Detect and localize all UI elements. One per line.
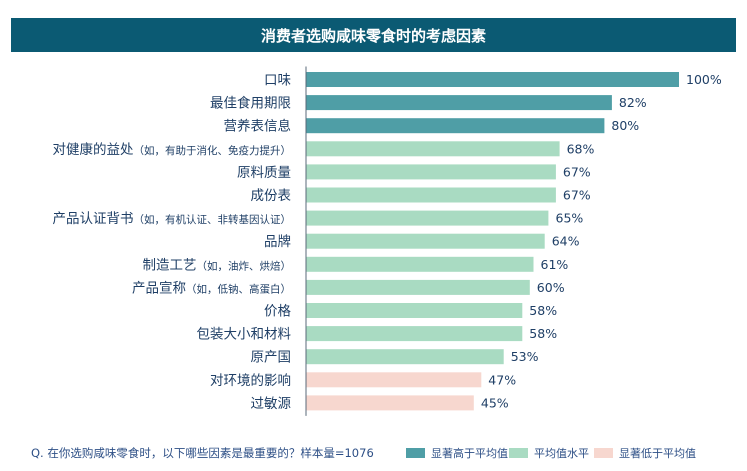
legend-swatch-high <box>406 448 425 458</box>
bar-11 <box>306 326 523 342</box>
value-label-6: 65% <box>556 211 584 226</box>
category-main-10: 价格 <box>264 304 291 320</box>
category-main-7: 品牌 <box>264 233 291 250</box>
value-label-7: 64% <box>552 234 580 249</box>
value-label-8: 61% <box>541 257 569 272</box>
category-label-1: 最佳食用期限 <box>210 95 291 112</box>
bar-9 <box>306 279 530 295</box>
legend-item-low: 显著低于平均值 <box>594 445 696 461</box>
category-label-5: 成份表 <box>251 188 292 204</box>
bar-8 <box>306 256 534 272</box>
value-label-13: 47% <box>488 372 516 387</box>
category-label-14: 过敏源 <box>251 396 292 412</box>
legend-label-avg: 平均值水平 <box>534 447 589 460</box>
category-main-8: 制造工艺 <box>143 257 197 273</box>
category-label-4: 原料质量 <box>237 165 291 181</box>
category-label-8: 制造工艺（如，油炸、烘焙） <box>143 257 292 273</box>
category-label-0: 口味 <box>264 73 291 89</box>
value-label-12: 53% <box>511 349 539 364</box>
legend-swatch-avg <box>509 448 528 458</box>
bar-14 <box>306 395 474 411</box>
bar-4 <box>306 164 556 180</box>
category-label-13: 对环境的影响 <box>210 373 291 389</box>
value-label-9: 60% <box>537 280 565 295</box>
category-main-3: 对健康的益处 <box>53 141 134 158</box>
value-label-14: 45% <box>481 395 509 410</box>
value-label-2: 80% <box>611 118 639 133</box>
bar-3 <box>306 141 560 157</box>
legend-item-avg: 平均值水平 <box>509 445 589 461</box>
category-main-14: 过敏源 <box>251 396 292 412</box>
bar-13 <box>306 372 482 388</box>
bar-7 <box>306 233 545 249</box>
category-main-9: 产品宣称 <box>132 280 186 296</box>
bar-12 <box>306 349 504 365</box>
legend-label-high: 显著高于平均值 <box>431 447 508 460</box>
category-label-12: 原产国 <box>251 350 292 366</box>
bar-6 <box>306 210 549 226</box>
legend-item-high: 显著高于平均值 <box>406 445 508 461</box>
bar-0 <box>306 72 679 87</box>
category-main-1: 最佳食用期限 <box>210 95 291 112</box>
bar-2 <box>306 118 605 134</box>
category-label-7: 品牌 <box>264 233 291 250</box>
category-main-6: 产品认证背书 <box>53 211 134 227</box>
category-note-3: （如，有助于消化、免疫力提升） <box>134 144 292 157</box>
category-label-6: 产品认证背书（如，有机认证、非转基因认证） <box>53 211 292 227</box>
chart-title-bar: 消费者选购咸味零食时的考虑因素 <box>11 18 736 52</box>
category-main-2: 营养表信息 <box>224 118 292 135</box>
value-label-5: 67% <box>563 188 591 203</box>
category-main-12: 原产国 <box>251 350 292 366</box>
category-label-3: 对健康的益处（如，有助于消化、免疫力提升） <box>53 141 292 158</box>
value-label-0: 100% <box>686 72 722 87</box>
value-label-10: 58% <box>529 303 557 318</box>
value-label-1: 82% <box>619 95 647 110</box>
category-main-5: 成份表 <box>251 188 292 204</box>
value-label-3: 68% <box>567 141 595 156</box>
chart-footer: Q. 在你选购咸味零食时，以下哪些因素是最重要的？样本量=1076 显著高于平均… <box>0 440 747 466</box>
category-main-11: 包装大小和材料 <box>197 327 292 343</box>
bar-5 <box>306 187 556 203</box>
chart-title: 消费者选购咸味零食时的考虑因素 <box>260 26 486 45</box>
value-label-4: 67% <box>563 164 591 179</box>
category-label-11: 包装大小和材料 <box>197 327 292 343</box>
footnote: Q. 在你选购咸味零食时，以下哪些因素是最重要的？样本量=1076 <box>31 446 374 460</box>
category-main-4: 原料质量 <box>237 165 291 181</box>
legend-label-low: 显著低于平均值 <box>619 447 696 460</box>
category-note-6: （如，有机认证、非转基因认证） <box>134 213 292 226</box>
bar-1 <box>306 95 612 111</box>
category-main-0: 口味 <box>264 73 291 89</box>
bar-10 <box>306 303 523 318</box>
category-main-13: 对环境的影响 <box>210 373 291 389</box>
category-note-9: （如，低钠、高蛋白） <box>186 282 291 295</box>
category-label-9: 产品宣称（如，低钠、高蛋白） <box>132 280 291 296</box>
bar-chart: 100% 口味 82% 最佳食用期限 80% 营养表信息 68% 对健康的益处（如，有助于消化… <box>53 66 722 416</box>
legend-swatch-low <box>594 448 613 458</box>
value-label-11: 58% <box>529 326 557 341</box>
category-label-2: 营养表信息 <box>224 118 292 135</box>
category-note-8: （如，油炸、烘焙） <box>197 259 292 272</box>
category-label-10: 价格 <box>264 304 291 320</box>
